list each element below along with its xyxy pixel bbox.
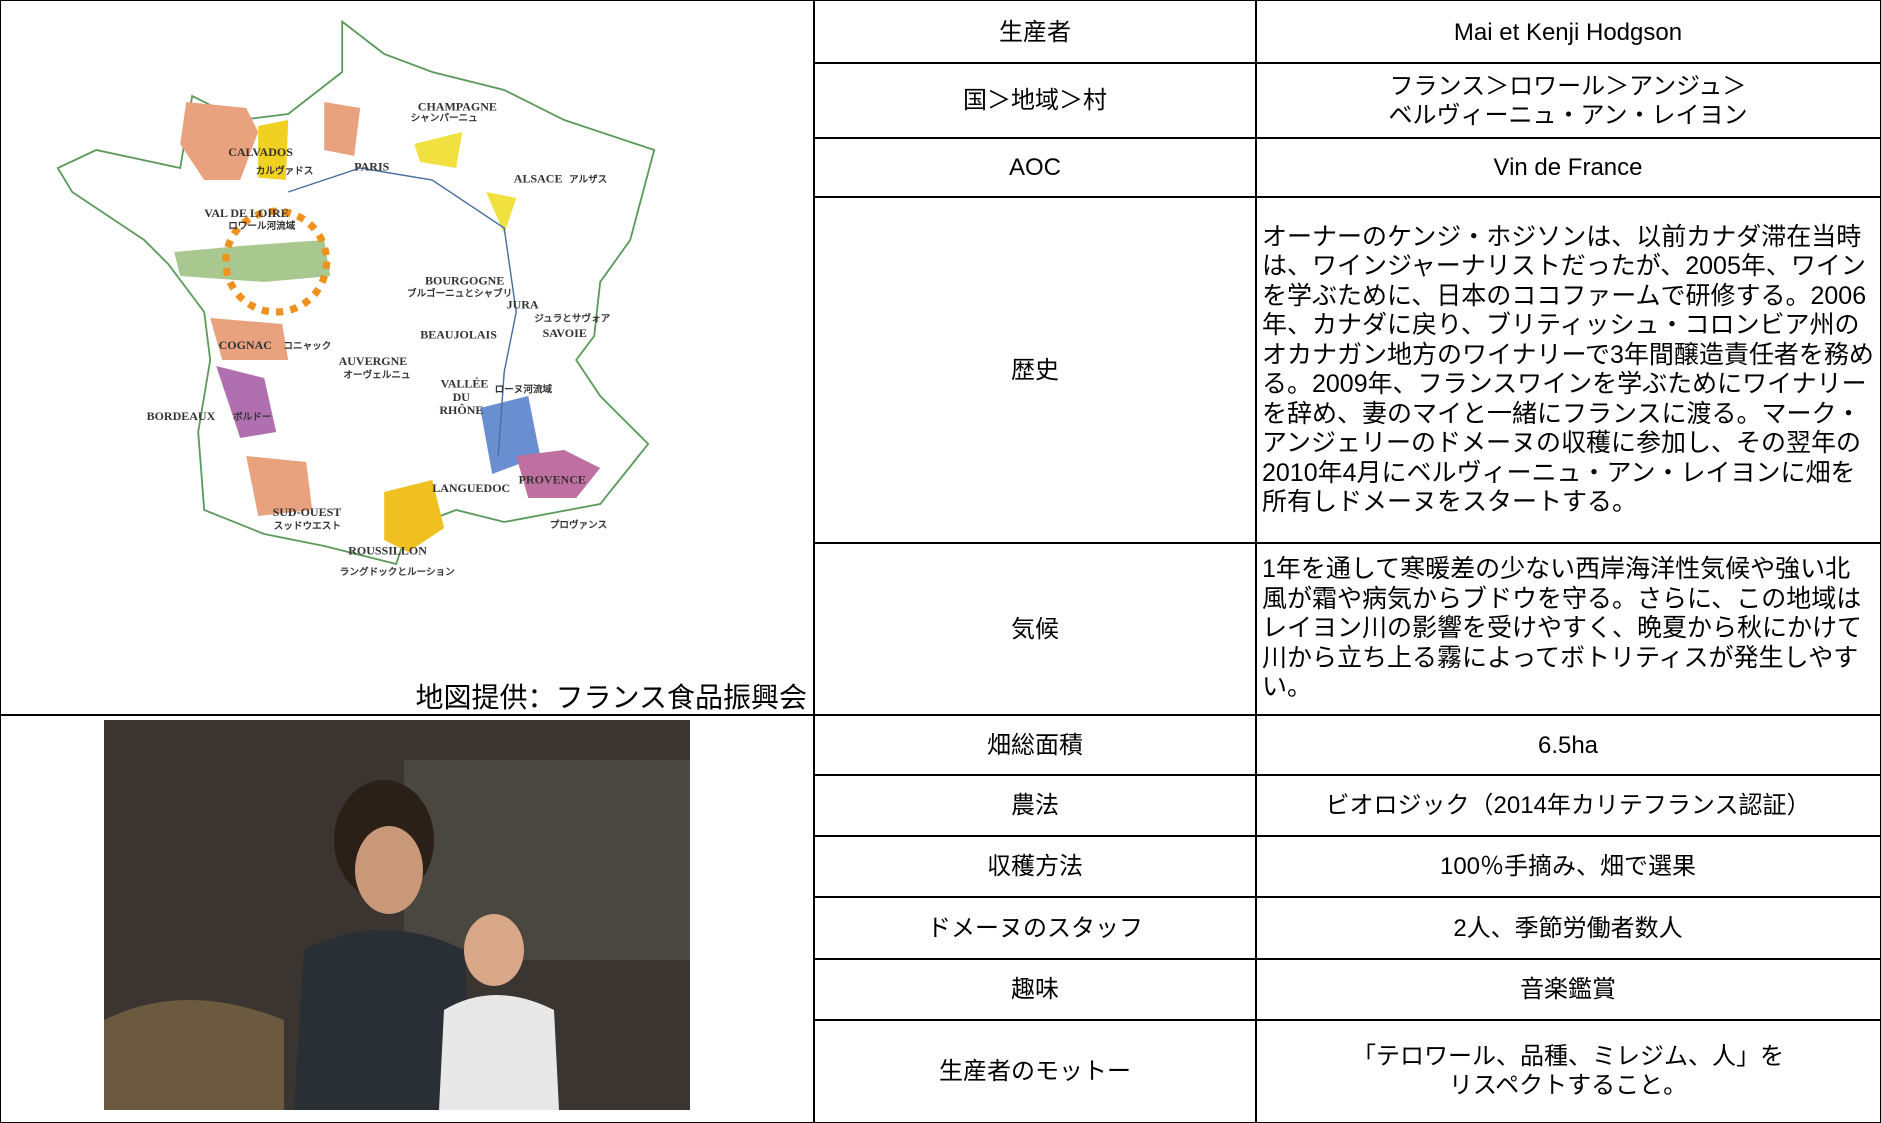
map-label: ローヌ河流域 [495, 383, 553, 395]
producer-photo [104, 720, 690, 1110]
row-label: 畑総面積 [813, 714, 1257, 776]
row-label: 生産者のモットー [813, 1019, 1257, 1123]
row-value: 1年を通して寒暖差の少ない西岸海洋性気候や強い北風が霜や病気からブドウを守る。さ… [1255, 542, 1881, 716]
row-label: 国＞地域＞村 [813, 62, 1257, 139]
map-label: ラングドックとルーション [340, 566, 455, 578]
row-label: 気候 [813, 542, 1257, 716]
map-label: VALLÉE [441, 377, 489, 391]
row-value: 音楽鑑賞 [1255, 958, 1881, 1021]
row-label: 収穫方法 [813, 835, 1257, 898]
region [210, 318, 289, 360]
map-label: COGNAC [219, 338, 272, 352]
map-label: BORDEAUX [147, 409, 216, 423]
region [216, 366, 277, 438]
region [180, 102, 259, 180]
row-value: 100％手摘み、畑で選果 [1255, 835, 1881, 898]
region [324, 102, 361, 156]
map-label: ROUSSILLON [348, 543, 427, 557]
map-label: ALSACE [514, 171, 563, 185]
row-value: Vin de France [1255, 137, 1881, 198]
row-label: 農法 [813, 774, 1257, 837]
map-label: SUD-OUEST [273, 505, 342, 519]
row-label: ドメーヌのスタッフ [813, 896, 1257, 960]
map-label: ジュラとサヴォア [534, 313, 610, 325]
map-label: PROVENCE [519, 473, 586, 487]
row-value: オーナーのケンジ・ホジソンは、以前カナダ滞在当時は、ワインジャーナリストだったが… [1255, 196, 1881, 544]
region [486, 192, 517, 234]
map-label: RHÔNE [439, 403, 483, 417]
map-label: VAL DE LOIRE [204, 206, 288, 220]
map-label: プロヴァンス [550, 519, 607, 531]
region [516, 450, 601, 498]
map-label: スッドウエスト [274, 521, 341, 532]
region [174, 240, 331, 282]
river [287, 167, 517, 457]
row-label: 生産者 [813, 0, 1257, 64]
row-value: 6.5ha [1255, 714, 1881, 776]
row-value: 「テロワール、品種、ミレジム、人」を リスペクトすること。 [1255, 1019, 1881, 1123]
map-label: BEAUJOLAIS [420, 327, 497, 341]
map-label: AUVERGNE [339, 354, 408, 368]
map-label: PARIS [354, 159, 389, 173]
row-value: Mai et Kenji Hodgson [1255, 0, 1881, 64]
map-label: CHAMPAGNE [418, 99, 497, 113]
map-label: シャンパーニュ [411, 112, 478, 124]
map-label: LANGUEDOC [432, 481, 510, 495]
map-label: JURA [507, 297, 539, 311]
row-label: 趣味 [813, 958, 1257, 1021]
map-caption: 地図提供：フランス食品振興会 [415, 682, 807, 713]
row-value: 2人、季節労働者数人 [1255, 896, 1881, 960]
row-value: フランス＞ロワール＞アンジュ＞ ベルヴィーニュ・アン・レイヨン [1255, 62, 1881, 139]
map-label: コニャック [283, 341, 331, 352]
map-label: CALVADOS [228, 145, 293, 159]
map-cell [0, 0, 815, 716]
map-label: DU [453, 390, 471, 404]
region [246, 456, 313, 516]
map-label: ボルドー [233, 411, 271, 423]
map-label: オーヴェルニュ [343, 369, 410, 381]
region [258, 120, 289, 180]
map-label: アルザス [569, 174, 607, 185]
region [384, 480, 445, 552]
region [414, 132, 463, 168]
row-label: AOC [813, 137, 1257, 198]
map-label: ブルゴーニュとシャブリ [407, 287, 512, 299]
row-value: ビオロジック（2014年カリテフランス認証） [1255, 774, 1881, 837]
highlight-circle [222, 207, 331, 316]
map-label: SAVOIE [543, 326, 587, 340]
map-label: ロワール河流域 [228, 220, 296, 232]
row-label: 歴史 [813, 196, 1257, 544]
region [480, 396, 541, 474]
map-label: カルヴァドス [256, 165, 314, 177]
map-label: BOURGOGNE [425, 273, 504, 287]
